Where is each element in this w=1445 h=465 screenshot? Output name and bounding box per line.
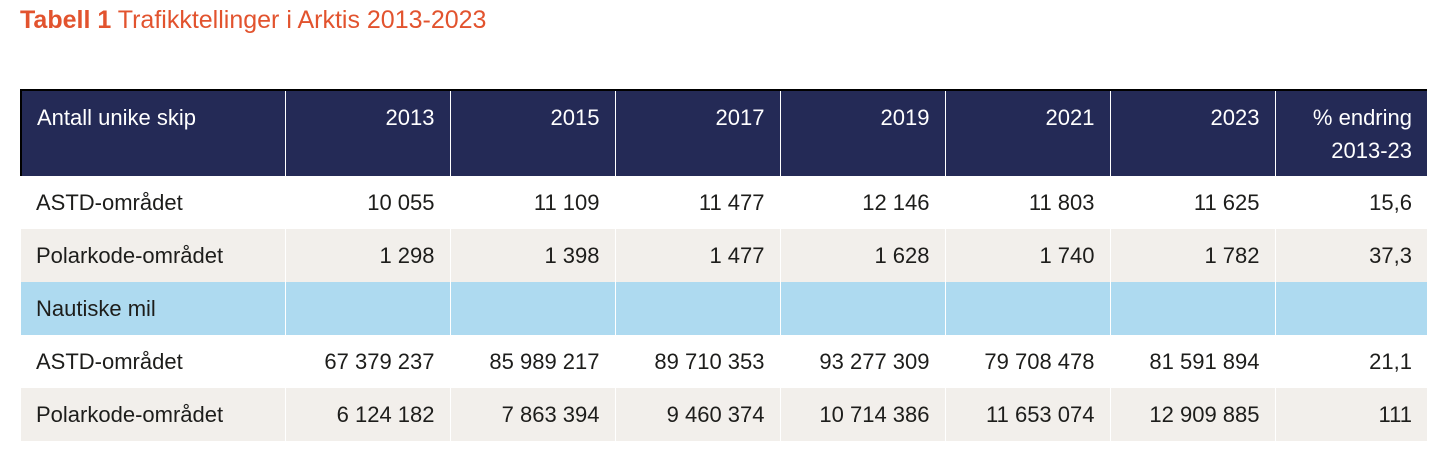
table-cell: 7 863 394 (450, 388, 616, 441)
table-cell: 1 782 (1110, 229, 1276, 282)
header-label: Antall unike skip (21, 90, 286, 176)
change-cell (1275, 282, 1427, 335)
table-cell: 67 379 237 (285, 335, 451, 388)
table-row: Polarkode-området 1 298 1 398 1 477 1 62… (21, 229, 1427, 282)
table-cell: 79 708 478 (945, 335, 1111, 388)
table-cell: 10 714 386 (780, 388, 946, 441)
table-row: ASTD-området 67 379 237 85 989 217 89 71… (21, 335, 1427, 388)
table-header-row: Antall unike skip 2013 2015 2017 2019 20… (21, 90, 1427, 176)
change-cell: 37,3 (1369, 242, 1412, 268)
header-year: 2019 (780, 90, 946, 176)
table-cell (285, 282, 451, 335)
caption-number: Tabell 1 (20, 6, 112, 34)
table-cell: 10 055 (285, 176, 451, 229)
row-label: Polarkode-området (21, 229, 286, 282)
table-cell (615, 282, 781, 335)
header-change-line1: % endring (1312, 105, 1412, 130)
table-row: ASTD-området 10 055 11 109 11 477 12 146… (21, 176, 1427, 229)
table-caption: Tabell 1 Trafikktellinger i Arktis 2013-… (20, 6, 486, 35)
table-cell (1110, 282, 1276, 335)
header-year: 2017 (615, 90, 781, 176)
table-cell (945, 282, 1111, 335)
section-row: Nautiske mil (21, 282, 1427, 335)
table-cell: 1 398 (450, 229, 616, 282)
header-change: % endring 2013-23 (1275, 90, 1427, 176)
row-label: Polarkode-området (21, 388, 286, 441)
change-cell: 21,1 (1369, 348, 1412, 374)
table-cell (450, 282, 616, 335)
header-year: 2023 (1110, 90, 1276, 176)
table-cell: 11 803 (945, 176, 1111, 229)
table-cell: 6 124 182 (285, 388, 451, 441)
table-cell: 9 460 374 (615, 388, 781, 441)
table-cell: 1 628 (780, 229, 946, 282)
header-change-line2: 2013-23 (1331, 138, 1412, 163)
table-cell: 1 740 (945, 229, 1111, 282)
row-label: ASTD-området (21, 335, 286, 388)
table-cell: 11 477 (615, 176, 781, 229)
header-year: 2013 (285, 90, 451, 176)
table-cell (780, 282, 946, 335)
table-cell: 1 298 (285, 229, 451, 282)
row-label: ASTD-området (21, 176, 286, 229)
table-cell: 11 109 (450, 176, 616, 229)
table-cell: 89 710 353 (615, 335, 781, 388)
caption-title: Trafikktellinger i Arktis 2013-2023 (117, 6, 487, 34)
table-cell: 1 477 (615, 229, 781, 282)
table-cell: 11 653 074 (945, 388, 1111, 441)
table-cell: 12 146 (780, 176, 946, 229)
header-year: 2015 (450, 90, 616, 176)
table-cell: 11 625 (1110, 176, 1276, 229)
table-cell: 12 909 885 (1110, 388, 1276, 441)
table-row: Polarkode-området 6 124 182 7 863 394 9 … (21, 388, 1427, 441)
table-cell: 93 277 309 (780, 335, 946, 388)
table-cell: 81 591 894 (1110, 335, 1276, 388)
section-label: Nautiske mil (21, 282, 286, 335)
change-cell: 15,6 (1369, 189, 1412, 215)
traffic-table: Antall unike skip 2013 2015 2017 2019 20… (20, 89, 1427, 441)
change-cell: 111 (1378, 401, 1412, 427)
table-cell: 85 989 217 (450, 335, 616, 388)
header-year: 2021 (945, 90, 1111, 176)
